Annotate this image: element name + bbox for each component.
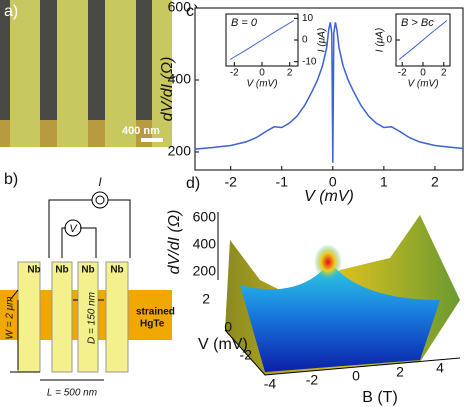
stripe xyxy=(57,0,88,147)
nb-strip xyxy=(105,261,129,373)
x-tick-label: -2 xyxy=(398,68,407,79)
data-line xyxy=(229,20,295,60)
x-tick-label: 0 xyxy=(420,68,426,79)
gap-label: D = 150 nm xyxy=(87,292,98,344)
z-tick: 200 xyxy=(193,263,217,279)
axis-base xyxy=(224,329,461,376)
voltage-label: V xyxy=(69,223,78,235)
circuit xyxy=(9,191,131,381)
contact-label: Nb xyxy=(55,265,68,276)
x-tick: -2 xyxy=(306,372,319,388)
panel-a: a) 400 nm xyxy=(0,0,172,147)
contact-label: Nb xyxy=(110,265,123,276)
y-tick-label: -10 xyxy=(302,56,317,67)
panel-d: d) dV/dI (Ω) 600 400 200 V (mV) 2 0 -2 -… xyxy=(166,175,461,406)
scale-label: 400 nm xyxy=(122,125,160,137)
nb-strip xyxy=(77,261,99,373)
material-label: HgTe xyxy=(140,319,165,330)
x-tick-label: 2 xyxy=(441,68,447,79)
y-label: dV/dI (Ω) xyxy=(159,57,176,122)
x-label: B (T) xyxy=(362,389,398,406)
panel-label: a) xyxy=(4,3,18,20)
x-tick-label: 2 xyxy=(431,174,439,190)
material-label: strained xyxy=(136,307,175,318)
current-label: I xyxy=(98,175,102,189)
x-tick: 4 xyxy=(436,360,444,376)
contact-label: Nb xyxy=(27,265,40,276)
x-tick-label: 0 xyxy=(329,174,337,190)
data-line xyxy=(194,22,464,163)
surface-peak xyxy=(314,244,342,280)
stripe xyxy=(10,0,40,147)
x-tick-label: -2 xyxy=(230,68,239,79)
length-label: L = 500 nm xyxy=(47,388,97,399)
z-tick: 600 xyxy=(193,209,217,225)
y-label: I (μA) xyxy=(375,28,386,52)
x-label: V (mV) xyxy=(246,79,277,90)
inset-title: B = 0 xyxy=(231,17,258,29)
x-label: V (mV) xyxy=(304,188,354,205)
x-tick: -4 xyxy=(264,376,277,392)
inset-title: B > Bc xyxy=(401,17,434,29)
width-label: W = 2 μm xyxy=(5,297,16,340)
stripe xyxy=(105,0,136,147)
x-tick-label: -1 xyxy=(276,174,289,190)
nb-strip xyxy=(17,261,41,373)
x-tick-label: 2 xyxy=(287,68,293,79)
y-tick: -2 xyxy=(240,347,253,363)
y-tick-label: 200 xyxy=(168,143,192,159)
z-label: dV/dI (Ω) xyxy=(166,210,183,275)
y-label: I (μA) xyxy=(317,28,328,52)
z-tick: 400 xyxy=(193,236,217,252)
y-tick: 0 xyxy=(224,319,232,335)
y-tick: 2 xyxy=(202,291,210,307)
x-tick: 0 xyxy=(352,368,360,384)
x-tick: 2 xyxy=(396,364,404,380)
panel-b: b) I V Nb Nb Nb Nb W = 2 μm D = 150 nm L… xyxy=(0,171,175,399)
y-tick-label: 0 xyxy=(386,35,392,46)
contact-label: Nb xyxy=(81,265,94,276)
y-tick-label: 600 xyxy=(168,0,192,15)
data-line xyxy=(398,20,448,60)
y-tick-label: 400 xyxy=(168,71,192,87)
y-tick-label: 0 xyxy=(302,35,308,46)
scale-bar xyxy=(141,138,163,142)
surface xyxy=(240,262,440,372)
panel-label: b) xyxy=(4,171,18,188)
x-tick-label: 1 xyxy=(380,174,388,190)
panel-label: d) xyxy=(186,175,200,192)
x-tick-label: -2 xyxy=(225,174,238,190)
stripe xyxy=(152,0,172,147)
x-label: V (mV) xyxy=(407,79,438,90)
y-label: V (mV) xyxy=(198,336,248,353)
y-tick-label: 10 xyxy=(302,13,314,24)
x-tick-label: 0 xyxy=(259,68,265,79)
nb-strip xyxy=(51,261,73,373)
